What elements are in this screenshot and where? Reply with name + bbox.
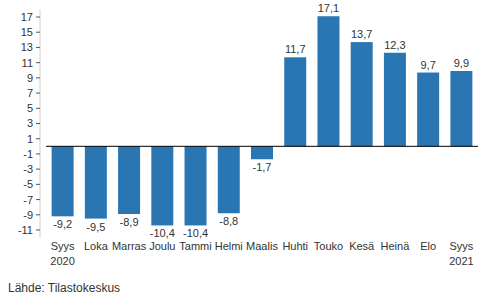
y-tick-label: 17 xyxy=(21,11,33,23)
bars xyxy=(52,16,473,225)
x-tick-label: Loka xyxy=(84,240,109,252)
y-tick-label: 11 xyxy=(22,57,33,69)
bar xyxy=(317,16,339,146)
y-tick xyxy=(36,32,40,33)
y-tick xyxy=(36,17,40,18)
y-tick xyxy=(36,184,40,185)
y-tick xyxy=(36,199,40,200)
y-tick xyxy=(36,62,40,63)
y-tick xyxy=(36,93,40,94)
y-tick xyxy=(36,138,40,139)
y-tick-label: 13 xyxy=(21,41,33,53)
data-label: -8,8 xyxy=(219,215,238,227)
x-tick-label: Helmi xyxy=(215,240,243,252)
bar xyxy=(118,146,140,214)
bar xyxy=(284,57,306,146)
x-tick-label: Syys2021 xyxy=(449,240,474,267)
x-tick-label: Elo xyxy=(420,240,436,252)
y-tick xyxy=(36,214,40,215)
bar xyxy=(85,146,107,218)
x-tick-label: Kesä xyxy=(349,240,375,252)
y-tick-label: -3 xyxy=(23,163,33,175)
data-label: -8,9 xyxy=(120,216,139,228)
y-tick-label: -7 xyxy=(23,194,33,206)
y-tick-label: 5 xyxy=(27,102,33,114)
x-tick-label: Huhti xyxy=(282,240,308,252)
x-tick-label: Heinä xyxy=(381,240,411,252)
data-label: 9,7 xyxy=(421,59,436,71)
x-tick-label: Joulu xyxy=(149,240,175,252)
y-tick-label: -5 xyxy=(23,178,33,190)
chart-container: -11-9-7-5-3-11357911131517-9,2Syys2020-9… xyxy=(0,0,493,304)
x-tick-label: Syys2020 xyxy=(50,240,75,267)
y-tick-label: 7 xyxy=(27,87,33,99)
x-tick-label: Marras xyxy=(112,240,147,252)
bar xyxy=(218,146,240,213)
bar xyxy=(417,73,439,147)
y-tick xyxy=(36,229,40,230)
data-label: 13,7 xyxy=(351,28,372,40)
y-tick xyxy=(36,77,40,78)
bar xyxy=(384,53,406,147)
y-tick xyxy=(36,153,40,154)
bar xyxy=(351,42,373,146)
chart-svg: -11-9-7-5-3-11357911131517-9,2Syys2020-9… xyxy=(0,0,493,304)
data-label: -9,2 xyxy=(53,218,72,230)
source: Lähde: Tilastokeskus xyxy=(8,281,120,295)
data-label: -10,4 xyxy=(150,227,175,239)
y-tick-label: -9 xyxy=(23,209,33,221)
data-label: -1,7 xyxy=(253,161,272,173)
y-tick-label: 3 xyxy=(27,117,33,129)
bar xyxy=(185,146,207,225)
y-tick xyxy=(36,123,40,124)
y-tick-label: 1 xyxy=(27,133,33,145)
data-label: 9,9 xyxy=(454,57,469,69)
zero-line xyxy=(46,146,478,147)
y-tick-label: 15 xyxy=(21,26,33,38)
data-label: 11,7 xyxy=(285,43,306,55)
x-tick-label: Tammi xyxy=(179,240,211,252)
y-tick-label: -1 xyxy=(23,148,33,160)
y-tick xyxy=(36,169,40,170)
y-tick-label: 9 xyxy=(27,72,33,84)
y-tick xyxy=(36,47,40,48)
bar xyxy=(52,146,74,216)
x-tick-label: Touko xyxy=(314,240,343,252)
data-label: -9,5 xyxy=(86,221,105,233)
bar xyxy=(251,146,273,159)
bar xyxy=(151,146,173,225)
y-tick-label: -11 xyxy=(18,224,33,236)
bar xyxy=(450,71,472,146)
x-tick-label: Maalis xyxy=(246,240,278,252)
data-label: 17,1 xyxy=(318,2,339,14)
y-tick xyxy=(36,108,40,109)
data-label: 12,3 xyxy=(384,39,405,51)
data-label: -10,4 xyxy=(183,227,208,239)
